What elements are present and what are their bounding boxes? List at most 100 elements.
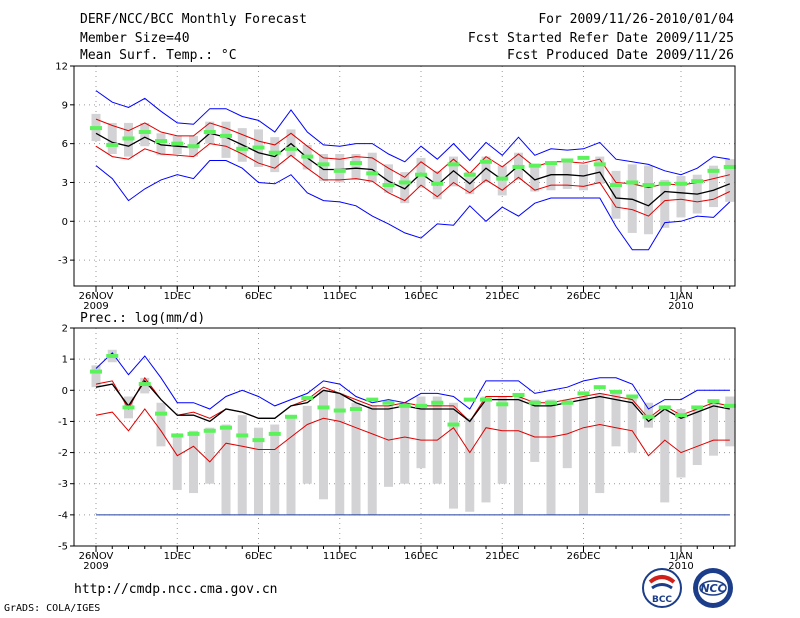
prec-ytick-label: 0: [62, 386, 68, 397]
prec-member-box: [221, 424, 231, 515]
prec-median-marker: [301, 396, 314, 401]
temp-median-marker: [545, 161, 557, 166]
prec-xtick-label: 26NOV: [79, 551, 114, 562]
prec-median-marker: [268, 431, 281, 436]
temp-median-marker: [561, 158, 574, 163]
prec-ytick-label: -3: [58, 479, 68, 490]
prec-median-marker: [723, 403, 736, 408]
prec-xtick-year: 2009: [83, 561, 108, 572]
temp-member-box: [644, 165, 653, 235]
temp-xtick-label: 1DEC: [164, 291, 191, 302]
prec-median-marker: [561, 400, 574, 405]
temp-xtick-label: 1JAN: [669, 291, 692, 302]
prec-ytick-label: -5: [58, 542, 68, 553]
prec-median-marker: [366, 397, 379, 402]
temp-median-marker: [577, 155, 590, 160]
prec-ytick-label: -2: [58, 448, 68, 459]
prec-member-box: [156, 402, 166, 447]
temp-xtick-year: 2009: [83, 301, 108, 312]
prec-median-marker: [707, 399, 720, 404]
prec-member-box: [709, 399, 718, 456]
bcc-logo-text: BCC: [652, 595, 672, 605]
prec-member-box: [351, 402, 361, 515]
prec-xtick-label: 26DEC: [567, 551, 601, 562]
temp-ytick-label: 6: [62, 139, 68, 150]
prec-xtick-label: 11DEC: [323, 551, 357, 562]
prec-median-marker: [220, 425, 232, 430]
prec-median-marker: [431, 400, 444, 405]
temp-member-box: [481, 156, 491, 183]
prec-member-box: [449, 402, 458, 509]
temp-xtick-year: 2010: [668, 301, 693, 312]
prec-member-box: [725, 396, 735, 447]
prec-median-marker: [496, 402, 509, 407]
temp-xtick-label: 16DEC: [404, 291, 438, 302]
prec-ytick-label: -1: [58, 417, 68, 428]
prec-median-marker: [285, 414, 297, 419]
forecast-period: For 2009/11/26-2010/01/04: [538, 12, 734, 27]
prec-median-marker: [577, 391, 590, 396]
temp-ytick-label: 9: [62, 100, 68, 111]
temp-median-marker: [528, 163, 541, 168]
prec-median-marker: [691, 405, 704, 410]
temp-member-box: [562, 161, 572, 189]
temp-median-marker: [90, 126, 102, 131]
prec-member-box: [579, 396, 588, 515]
prec-median-marker: [610, 389, 622, 394]
temp-ytick-label: 0: [62, 217, 68, 228]
temp-series-min: [95, 160, 731, 251]
prec-median-marker: [447, 422, 460, 427]
prec-median-marker: [106, 354, 119, 359]
temp-median-marker: [301, 154, 314, 159]
temp-member-box: [107, 122, 117, 154]
prec-median-marker: [236, 433, 249, 438]
prec-member-box: [660, 405, 670, 503]
prec-member-box: [91, 365, 101, 388]
prec-xtick-label: 21DEC: [485, 551, 519, 562]
prec-median-marker: [382, 400, 395, 405]
ncc-logo-text: NCC: [700, 582, 725, 595]
temp-median-marker: [398, 180, 411, 185]
prec-median-marker: [333, 408, 346, 413]
temp-median-marker: [382, 183, 395, 188]
prec-median-marker: [480, 397, 492, 402]
temp-median-marker: [106, 142, 119, 147]
prec-series-upper: [95, 376, 730, 423]
prec-median-marker: [90, 369, 102, 374]
temp-member-box: [335, 154, 345, 183]
temp-member-box: [579, 164, 588, 191]
prec-median-marker: [350, 406, 362, 411]
prec-median-marker: [138, 382, 151, 387]
temp-member-box: [709, 165, 718, 208]
temp-member-box: [221, 121, 231, 158]
prec-member-box: [237, 415, 247, 515]
prec-member-box: [546, 399, 556, 515]
temp-ytick-label: 12: [55, 62, 68, 73]
prec-member-box: [465, 418, 475, 512]
temp-median-marker: [642, 183, 655, 188]
temp-xtick-label: 26DEC: [567, 291, 601, 302]
temperature-panel-title: Mean Surf. Temp.: °C: [80, 48, 237, 63]
prec-series-max: [95, 352, 730, 410]
temp-member-box: [595, 156, 605, 184]
prec-member-box: [254, 427, 263, 515]
chart-title: DERF/NCC/BCC Monthly Forecast: [80, 12, 307, 27]
member-size: Member Size=40: [80, 31, 190, 46]
source-url[interactable]: http://cmdp.ncc.cma.gov.cn: [74, 582, 278, 597]
temp-median-marker: [626, 180, 639, 185]
temp-median-marker: [252, 145, 265, 150]
temp-member-box: [351, 154, 361, 180]
temp-member-box: [319, 154, 328, 182]
prec-median-marker: [171, 433, 184, 438]
temp-median-marker: [707, 168, 720, 173]
temp-median-marker: [220, 133, 232, 138]
prec-median-marker: [463, 397, 476, 402]
temp-series-upper: [95, 118, 730, 189]
prec-median-marker: [155, 411, 167, 416]
prec-median-marker: [252, 438, 265, 443]
temp-median-marker: [675, 181, 687, 186]
temp-median-marker: [333, 168, 346, 173]
prec-median-marker: [398, 403, 411, 408]
temp-median-marker: [480, 159, 492, 164]
temp-median-marker: [122, 136, 135, 141]
